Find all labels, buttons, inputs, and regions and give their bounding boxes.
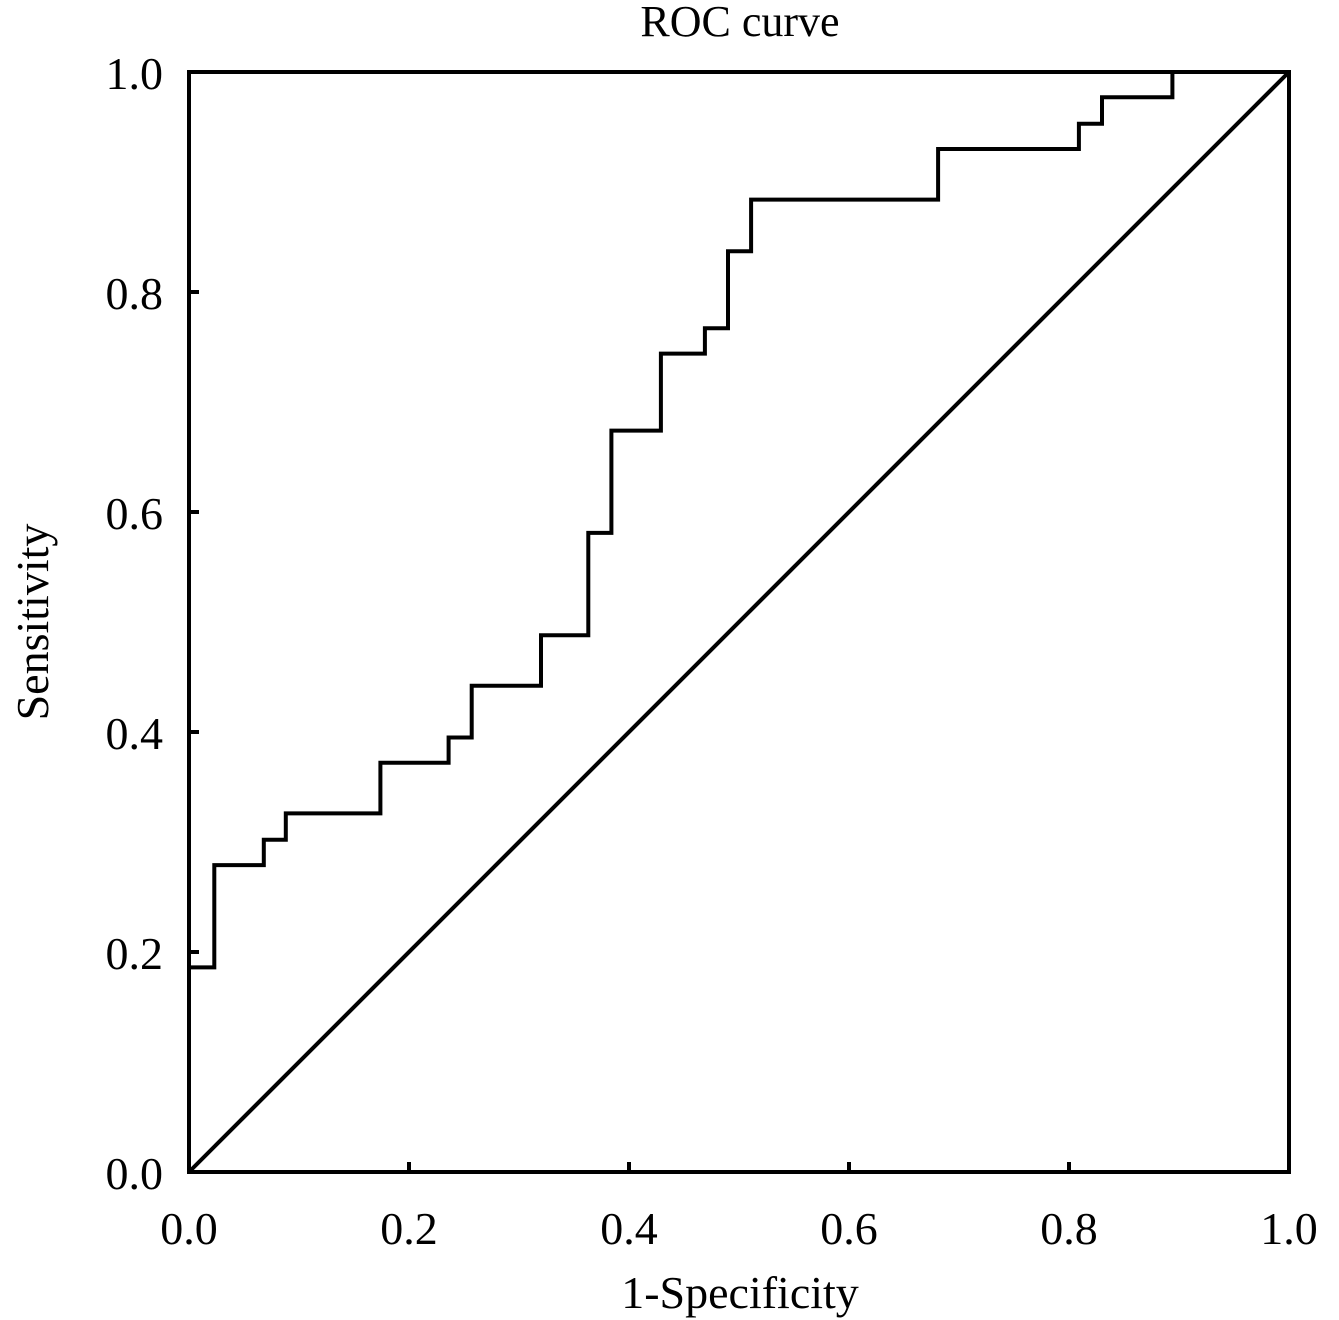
roc-series-line — [189, 72, 1175, 970]
reference-series-line — [187, 70, 1291, 1174]
y-tick-label: 1.0 — [106, 48, 164, 99]
y-tick-label: 0.4 — [106, 708, 164, 759]
y-tick-label: 0.0 — [106, 1148, 164, 1199]
y-tick-label: 0.6 — [106, 488, 164, 539]
y-axis-tick-labels: 0.0 0.2 0.4 0.6 0.8 1.0 — [106, 48, 164, 1199]
x-tick-label: 0.4 — [600, 1203, 658, 1254]
y-axis-title: Sensitivity — [7, 524, 58, 721]
x-tick-label: 1.0 — [1260, 1203, 1318, 1254]
plot-frame — [187, 70, 1291, 1174]
x-tick-label: 0.2 — [380, 1203, 438, 1254]
x-tick-label: 0.6 — [820, 1203, 878, 1254]
y-tick-label: 0.2 — [106, 928, 164, 979]
x-axis-ticks — [407, 1162, 1071, 1172]
chart-title: ROC curve — [640, 0, 839, 46]
y-axis-ticks — [189, 290, 199, 954]
x-tick-label: 0.0 — [160, 1203, 218, 1254]
series-layer — [187, 70, 1291, 1174]
x-axis-tick-labels: 0.0 0.2 0.4 0.6 0.8 1.0 — [160, 1203, 1318, 1254]
y-tick-label: 0.8 — [106, 268, 164, 319]
x-tick-label: 0.8 — [1040, 1203, 1098, 1254]
x-axis-title: 1-Specificity — [621, 1267, 859, 1318]
